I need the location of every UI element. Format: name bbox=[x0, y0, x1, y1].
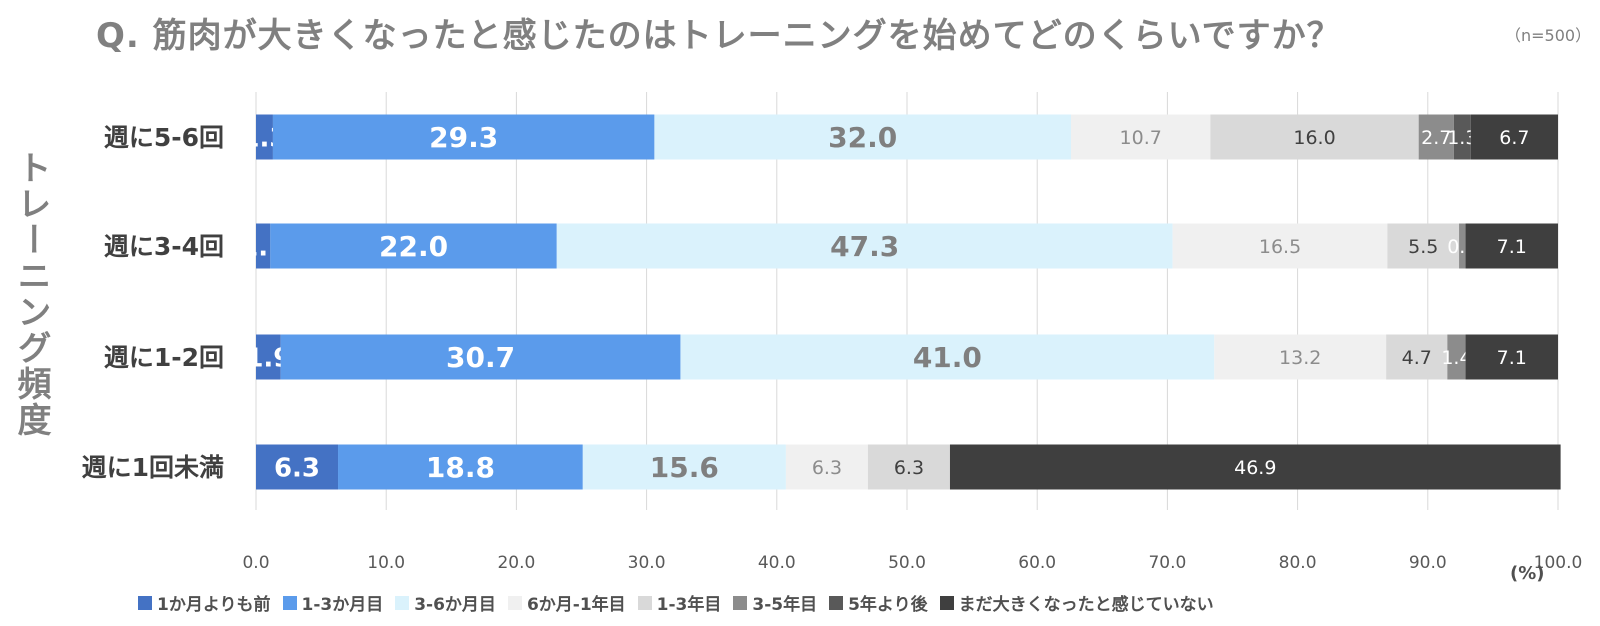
data-label: 32.0 bbox=[828, 121, 897, 154]
data-label: 47.3 bbox=[830, 230, 899, 263]
data-label: 4.7 bbox=[1402, 347, 1432, 369]
data-label: 6.3 bbox=[812, 457, 842, 479]
data-label: 6.3 bbox=[894, 457, 924, 479]
legend-item: 6か月-1年目 bbox=[507, 590, 626, 615]
data-label: 1.4 bbox=[1441, 347, 1471, 369]
legend-label: 3-5年目 bbox=[752, 595, 818, 615]
bar-segment bbox=[680, 334, 1215, 380]
bar-segment bbox=[1386, 334, 1448, 380]
legend-label: 1-3か月目 bbox=[301, 595, 384, 615]
data-label: 2.7 bbox=[1421, 127, 1451, 149]
data-label: 10.7 bbox=[1120, 127, 1162, 149]
legend-label: まだ大きくなったと感じていない bbox=[958, 595, 1214, 615]
data-label: 16.0 bbox=[1293, 127, 1335, 149]
legend-item: 1-3年目 bbox=[637, 590, 722, 615]
data-label: 7.1 bbox=[1497, 236, 1527, 258]
bar-segment bbox=[949, 444, 1561, 490]
legend-item: 1か月よりも前 bbox=[138, 590, 271, 615]
legend-item: 3-6か月目 bbox=[395, 590, 496, 615]
bar-segment bbox=[1387, 223, 1460, 269]
data-label: 18.8 bbox=[426, 451, 495, 484]
legend-label: 1-3年目 bbox=[656, 595, 722, 615]
bar-segment bbox=[1459, 223, 1466, 269]
bar-segment bbox=[270, 223, 557, 269]
data-label: 1.3 bbox=[1447, 127, 1477, 149]
bar-segment bbox=[256, 114, 273, 160]
data-label: 30.7 bbox=[446, 341, 515, 374]
chart-title: Q. 筋肉が大きくなったと感じたのはトレーニングを始めてどのくらいですか？ bbox=[96, 16, 1342, 56]
x-tick-label: 70.0 bbox=[1148, 553, 1186, 573]
bar-segment bbox=[1470, 114, 1558, 160]
sample-size-note: （n=500） bbox=[1505, 26, 1592, 45]
bar-segment bbox=[1465, 223, 1558, 269]
category-label: 週に3-4回 bbox=[104, 232, 224, 261]
bar-segment bbox=[1210, 114, 1419, 160]
x-tick-label: 80.0 bbox=[1279, 553, 1317, 573]
legend-swatch bbox=[829, 595, 844, 610]
data-label: 6.3 bbox=[274, 453, 320, 483]
category-label: 週に5-6回 bbox=[104, 123, 224, 152]
bar-segment bbox=[272, 114, 655, 160]
bar-segment bbox=[338, 444, 583, 490]
data-label: 41.0 bbox=[913, 341, 982, 374]
legend-item: 3-5年目 bbox=[733, 590, 817, 615]
data-label: 15.6 bbox=[650, 451, 719, 484]
data-label: 22.0 bbox=[379, 230, 448, 263]
legend-label: 5年より後 bbox=[848, 595, 928, 615]
bar-segment bbox=[867, 444, 950, 490]
category-label: 週に1-2回 bbox=[104, 343, 224, 372]
y-axis-title: トレーニング頻度 bbox=[11, 150, 51, 438]
x-tick-label: 0.0 bbox=[242, 553, 269, 573]
legend-swatch bbox=[138, 595, 152, 610]
bar-segment bbox=[1071, 114, 1211, 160]
bar-segment bbox=[1214, 334, 1387, 380]
data-label: 7.1 bbox=[1497, 347, 1527, 369]
x-tick-label: 20.0 bbox=[497, 553, 535, 573]
bar-segment bbox=[1418, 114, 1454, 160]
data-label: 46.9 bbox=[1234, 457, 1276, 479]
legend-label: 6か月-1年目 bbox=[526, 595, 626, 615]
x-tick-label: 30.0 bbox=[628, 553, 666, 573]
bar-segment bbox=[582, 444, 786, 490]
chart-legend: 1か月よりも前 1-3か月目 3-6か月目 6か月-1年目 1-3年目 3-5年目 5年より… bbox=[138, 590, 1214, 615]
legend-swatch bbox=[507, 595, 522, 610]
x-tick-label: 50.0 bbox=[888, 553, 926, 573]
legend-swatch bbox=[282, 595, 297, 610]
legend-swatch bbox=[939, 595, 954, 610]
legend-item: 1-3か月目 bbox=[282, 590, 384, 615]
bar-segment bbox=[256, 444, 339, 490]
legend-label: 1か月よりも前 bbox=[157, 595, 271, 615]
legend-swatch bbox=[637, 595, 652, 610]
x-tick-label: 60.0 bbox=[1018, 553, 1056, 573]
bar-segment bbox=[785, 444, 868, 490]
x-tick-label: 10.0 bbox=[367, 553, 405, 573]
x-tick-label: 90.0 bbox=[1409, 553, 1447, 573]
data-label: 6.7 bbox=[1499, 127, 1529, 149]
bar-segment bbox=[556, 223, 1173, 269]
bar-segment bbox=[280, 334, 681, 380]
data-label: 13.2 bbox=[1279, 347, 1321, 369]
legend-item: まだ大きくなったと感じていない bbox=[939, 590, 1214, 615]
legend-swatch bbox=[395, 595, 410, 610]
bar-segment bbox=[1453, 114, 1471, 160]
data-label: 5.5 bbox=[1408, 236, 1438, 258]
bar-segment bbox=[1465, 334, 1558, 380]
x-tick-label: 40.0 bbox=[758, 553, 796, 573]
bar-segment bbox=[1172, 223, 1388, 269]
data-label: 16.5 bbox=[1259, 236, 1301, 258]
x-axis-unit: (%) bbox=[1510, 563, 1545, 584]
category-label: 週に1回未満 bbox=[82, 453, 224, 482]
legend-label: 3-6か月目 bbox=[414, 595, 496, 615]
bar-segment bbox=[256, 334, 281, 380]
bar-segment bbox=[654, 114, 1072, 160]
legend-swatch bbox=[733, 595, 748, 610]
bar-segment bbox=[256, 223, 271, 269]
legend-item: 5年より後 bbox=[829, 590, 928, 615]
x-tick-label: 100.0 bbox=[1534, 553, 1583, 573]
data-label: 29.3 bbox=[429, 121, 498, 154]
bar-segment bbox=[1447, 334, 1466, 380]
